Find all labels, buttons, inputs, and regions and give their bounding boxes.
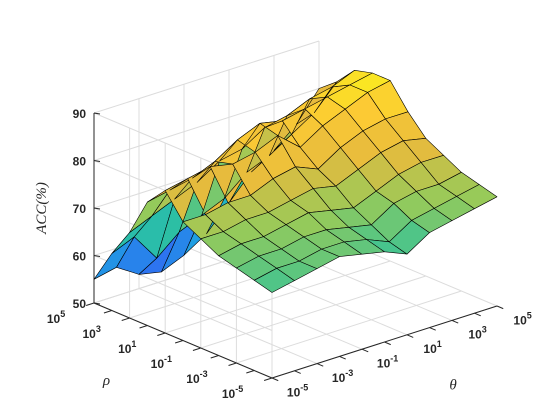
z-tick-label: 70 xyxy=(73,202,87,216)
z-tick-mark xyxy=(93,302,101,305)
floor-grid-line xyxy=(165,260,391,334)
y-tick-mark xyxy=(103,310,112,314)
x-tick-label: 101 xyxy=(423,339,441,356)
x-tick-label: 10-1 xyxy=(377,353,398,370)
z-tick-label: 90 xyxy=(73,107,87,121)
axes xyxy=(85,112,504,382)
x-axis-label: θ xyxy=(449,378,457,394)
tick-labels: 10-5 10-3 10-1 101 103 105 10-5 10-3 10-1 101 103 1… xyxy=(47,107,532,401)
surface-patch xyxy=(456,184,498,209)
z-tick-mark xyxy=(93,160,101,162)
z-tick-label: 60 xyxy=(73,250,87,264)
x-tick-mark xyxy=(294,370,301,374)
floor-grid-line xyxy=(183,273,363,350)
y-tick-mark xyxy=(228,362,237,366)
x-tick-mark xyxy=(316,363,324,367)
x-tick-mark xyxy=(496,305,504,310)
z-tick-label: 80 xyxy=(73,155,87,169)
z-tick-mark xyxy=(93,207,101,210)
floor-grid-line xyxy=(236,290,462,364)
x-tick-mark xyxy=(271,377,279,382)
x-tick-label: 105 xyxy=(513,310,531,327)
y-tick-label: 10-1 xyxy=(151,354,172,371)
x-tick-mark xyxy=(384,341,391,346)
axis-labels: ACC(%) ρ θ xyxy=(34,182,457,393)
y-tick-label: 105 xyxy=(47,309,65,326)
y-tick-mark xyxy=(157,332,166,336)
x-tick-label: 103 xyxy=(468,325,486,342)
y-tick-mark xyxy=(263,377,273,381)
y-tick-mark xyxy=(85,302,95,306)
floor-grid-line xyxy=(138,288,318,365)
y-tick-label: 103 xyxy=(82,324,100,341)
x-tick-mark xyxy=(474,312,481,317)
y-tick-mark xyxy=(174,340,184,344)
wall-grid-line xyxy=(93,88,320,161)
y-tick-label: 10-5 xyxy=(222,384,243,401)
floor-grid-line xyxy=(200,275,426,349)
x-tick-mark xyxy=(429,327,436,331)
y-axis-label: ρ xyxy=(102,373,110,389)
x-tick-mark xyxy=(451,319,459,324)
y-tick-mark xyxy=(246,370,255,374)
x-tick-mark xyxy=(361,348,369,353)
x-tick-mark xyxy=(339,355,346,360)
y-tick-mark xyxy=(192,347,201,351)
x-tick-label: 10-3 xyxy=(332,368,353,385)
x-tick-mark xyxy=(406,334,414,338)
z-tick-mark xyxy=(93,255,101,257)
z-tick-label: 50 xyxy=(73,297,87,311)
y-tick-mark xyxy=(139,325,148,329)
z-tick-mark xyxy=(93,112,101,115)
y-tick-mark xyxy=(121,317,130,321)
wall-grid-line xyxy=(93,40,320,114)
surface xyxy=(93,70,498,293)
y-tick-label: 10-3 xyxy=(186,369,207,386)
z-axis-label: ACC(%) xyxy=(34,182,50,235)
y-tick-label: 101 xyxy=(118,339,136,356)
x-tick-label: 10-5 xyxy=(287,382,308,399)
y-tick-mark xyxy=(210,355,219,359)
